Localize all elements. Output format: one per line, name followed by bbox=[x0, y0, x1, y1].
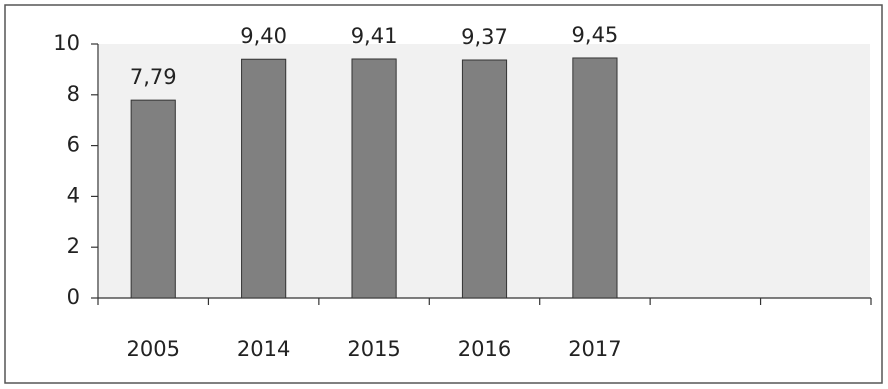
value-label: 9,40 bbox=[240, 24, 287, 48]
bar bbox=[351, 58, 397, 299]
y-tick-label: 8 bbox=[67, 82, 80, 106]
y-tick-label: 0 bbox=[67, 285, 80, 309]
x-tick-label: 2017 bbox=[568, 337, 621, 361]
x-tick-label: 2014 bbox=[237, 337, 290, 361]
value-label: 7,79 bbox=[130, 65, 177, 89]
bar bbox=[461, 59, 508, 299]
value-label: 9,41 bbox=[351, 24, 398, 48]
y-tick-label: 4 bbox=[67, 183, 80, 207]
y-tick-label: 2 bbox=[67, 234, 80, 258]
x-tick-label: 2015 bbox=[347, 337, 400, 361]
bar bbox=[572, 57, 618, 299]
value-label: 9,45 bbox=[572, 23, 619, 47]
bar bbox=[241, 58, 287, 299]
y-tick-label: 6 bbox=[67, 133, 80, 157]
y-tick-label: 10 bbox=[53, 31, 80, 55]
x-tick-label: 2016 bbox=[458, 337, 511, 361]
value-label: 9,37 bbox=[461, 25, 508, 49]
bar bbox=[130, 99, 176, 299]
x-tick-label: 2005 bbox=[126, 337, 179, 361]
